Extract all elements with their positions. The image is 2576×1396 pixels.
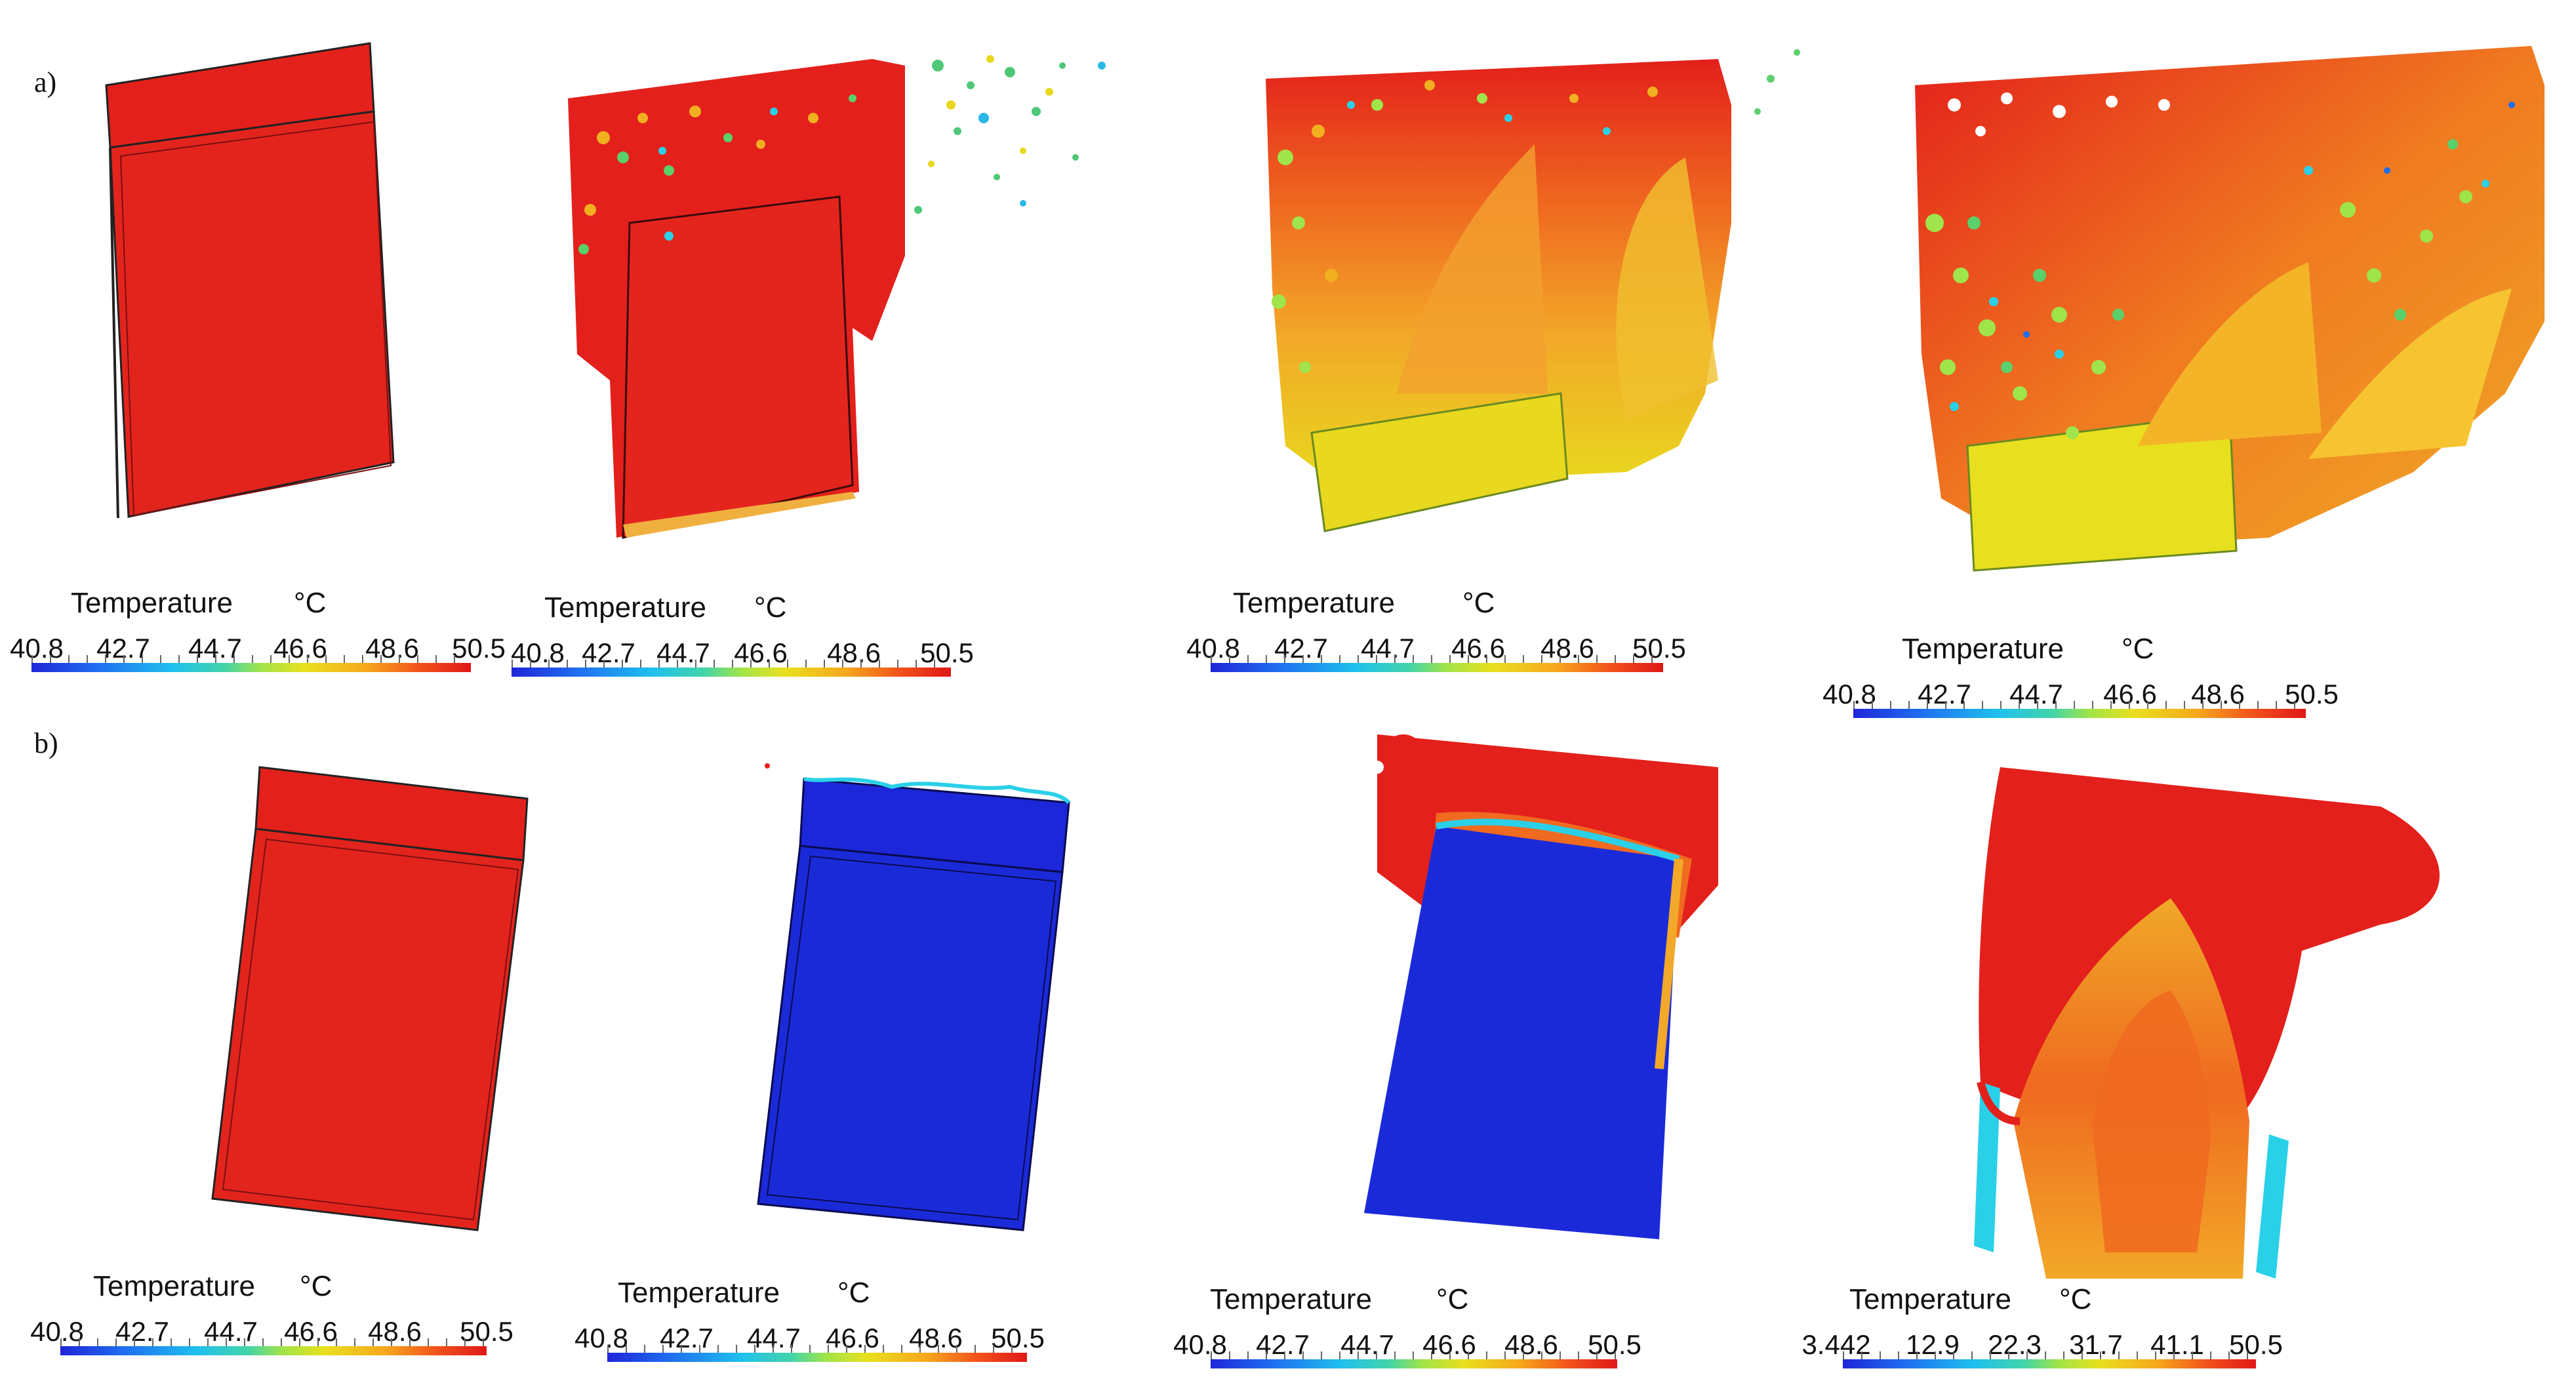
legend-unit: °C bbox=[837, 1277, 870, 1309]
panel-a2-flow bbox=[564, 39, 1154, 551]
legend-minor-ticks bbox=[607, 1345, 1027, 1353]
legend-minor-ticks bbox=[512, 660, 951, 668]
panel-a1-slab bbox=[98, 39, 413, 538]
legend-unit: °C bbox=[1436, 1283, 1469, 1315]
panel-a4-flow bbox=[1902, 26, 2558, 590]
legend-colorbar bbox=[1843, 1359, 2256, 1368]
legend-a1: Temperature °C 40.8 42.7 44.7 46.6 48.6 … bbox=[10, 587, 506, 679]
row-label-a: a) bbox=[34, 66, 57, 98]
legend-title: Temperature bbox=[544, 591, 707, 624]
legend-title: Temperature bbox=[71, 587, 233, 619]
legend-unit: °C bbox=[294, 587, 327, 619]
legend-a3: Temperature °C 40.8 42.7 44.7 46.6 48.6 … bbox=[1186, 587, 1686, 679]
legend-minor-ticks bbox=[1211, 655, 1663, 663]
flow-b4-render bbox=[1974, 767, 2440, 1279]
panel-b2-slab bbox=[748, 761, 1089, 1246]
legend-unit: °C bbox=[2122, 633, 2154, 665]
legend-a4: Temperature °C 40.8 42.7 44.7 46.6 48.6 … bbox=[1817, 633, 2339, 725]
panel-a3-flow bbox=[1259, 26, 1836, 551]
legend-title: Temperature bbox=[1849, 1283, 2012, 1315]
legend-title: Temperature bbox=[1902, 633, 2064, 665]
panel-b4-flow bbox=[1961, 754, 2472, 1292]
legend-b3: Temperature °C 40.8 42.7 44.7 46.6 48.6 … bbox=[1173, 1283, 1646, 1375]
legend-colorbar bbox=[31, 663, 471, 672]
legend-unit: °C bbox=[300, 1270, 332, 1302]
legend-a2: Temperature °C 40.8 42.7 44.7 46.6 48.6 … bbox=[511, 591, 984, 683]
legend-minor-ticks bbox=[31, 655, 471, 663]
legend-title: Temperature bbox=[618, 1277, 780, 1309]
flow-a4-render bbox=[1915, 46, 2545, 572]
legend-colorbar bbox=[1211, 1359, 1617, 1368]
slab-b2-render bbox=[757, 763, 1071, 1231]
legend-colorbar bbox=[1853, 709, 2306, 718]
slab-a1-render bbox=[105, 42, 395, 519]
legend-minor-ticks bbox=[1211, 1351, 1617, 1359]
legend-ticks: 3.442 12.9 22.3 31.7 41.1 50.5 bbox=[1797, 1329, 2282, 1362]
legend-title: Temperature bbox=[1233, 587, 1396, 619]
legend-b4: Temperature °C 3.442 12.9 22.3 31.7 41.1… bbox=[1797, 1283, 2283, 1375]
flow-a2-render bbox=[568, 55, 1106, 539]
legend-colorbar bbox=[607, 1353, 1027, 1362]
legend-b2: Temperature °C 40.8 42.7 44.7 46.6 48.6 … bbox=[574, 1277, 1051, 1368]
panel-b3-flow bbox=[1351, 728, 1744, 1259]
legend-colorbar bbox=[60, 1346, 487, 1355]
legend-title: Temperature bbox=[93, 1270, 256, 1302]
row-label-b: b) bbox=[34, 727, 58, 759]
legend-b1: Temperature °C 40.8 42.7 44.7 46.6 48.6 … bbox=[30, 1270, 526, 1362]
legend-unit: °C bbox=[1462, 587, 1495, 619]
legend-unit: °C bbox=[2059, 1283, 2092, 1315]
panel-b1-slab bbox=[203, 761, 544, 1233]
legend-colorbar bbox=[1211, 663, 1663, 672]
legend-title: Temperature bbox=[1210, 1283, 1373, 1315]
slab-b1-render bbox=[211, 766, 529, 1231]
flow-b3-render bbox=[1364, 734, 1718, 1239]
legend-colorbar bbox=[512, 668, 951, 677]
legend-minor-ticks bbox=[60, 1338, 487, 1346]
flow-a3-render bbox=[1266, 49, 1800, 532]
legend-minor-ticks bbox=[1853, 701, 2306, 709]
legend-unit: °C bbox=[754, 591, 787, 624]
legend-minor-ticks bbox=[1843, 1351, 2256, 1359]
